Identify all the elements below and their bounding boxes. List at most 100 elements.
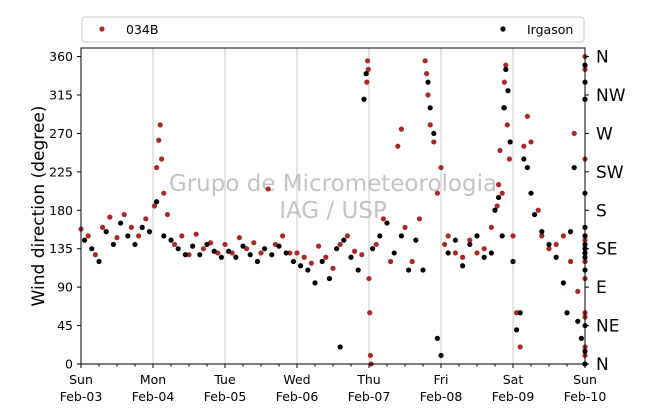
data-point [280,233,286,239]
compass-label: W [596,124,613,144]
data-point [528,190,534,196]
legend: 034B Irgason [81,16,585,43]
data-point [193,231,199,237]
data-point [497,147,503,154]
data-point [395,143,401,149]
data-point [398,233,404,239]
data-point [467,237,473,243]
data-point [560,280,567,286]
data-point [481,254,487,260]
data-point [416,216,422,222]
data-point [528,139,534,145]
data-point [370,246,376,252]
data-point [186,252,192,258]
data-point [384,220,390,226]
data-point [499,190,505,196]
x-tick-date-label: Feb-05 [204,389,247,404]
data-point [434,335,440,341]
data-point [305,267,311,273]
data-point [488,224,494,230]
x-tick-day-label: Thu [356,372,380,387]
data-points [78,53,588,367]
data-point [258,250,264,256]
data-point [427,105,433,111]
data-point [514,327,520,333]
compass-axis: N NE E SE S SW W NW N [585,48,626,375]
data-point [506,156,512,162]
data-point [132,241,138,248]
data-point [524,164,531,171]
data-point [413,237,419,243]
data-point [182,252,188,258]
data-point [103,229,109,235]
data-point [262,246,268,252]
data-point [501,105,507,111]
x-tick-day-label: Wed [283,372,310,387]
y-axis: 0 45 90 135 180 225 270 315 360 [49,49,81,372]
data-point [431,130,437,137]
data-point [168,237,174,243]
data-point [445,250,451,256]
data-point [244,246,250,252]
data-point [438,352,444,359]
data-point [364,79,370,85]
data-point [269,252,275,258]
data-point [427,122,433,128]
data-point [161,190,167,196]
compass-label: NW [596,86,626,106]
data-point [406,267,412,273]
data-point [431,139,437,145]
vertical-gridlines [152,48,514,364]
data-point [539,233,545,239]
data-point [467,241,473,248]
y-tick-label: 135 [49,241,73,256]
data-point [312,280,318,286]
data-point [308,260,314,266]
data-point [143,216,149,222]
data-point [118,220,124,226]
data-point [460,263,466,269]
y-tick-label: 270 [49,126,73,141]
data-point [254,258,260,265]
x-axis: Sun Feb-03 Mon Feb-04 Tue Feb-05 Wed Feb-06 Thu F… [60,364,606,404]
data-point [425,92,431,98]
data-point [156,137,162,143]
data-point [359,252,365,258]
data-point [578,335,585,341]
data-point [154,199,160,205]
data-point [352,248,358,254]
data-point [290,258,296,265]
data-point [200,246,206,252]
compass-label: S [596,201,607,221]
data-point [445,233,451,239]
data-point [265,186,271,192]
data-point [128,224,134,230]
data-point [425,79,431,85]
data-point [172,241,178,248]
data-point [367,310,373,316]
data-point [488,250,494,256]
data-point [398,126,404,132]
data-point [247,252,253,258]
data-point [575,288,581,295]
data-point [521,156,527,162]
data-point [110,241,116,248]
data-point [553,254,559,260]
data-point [334,246,340,252]
data-point [560,233,567,239]
compass-label: N [596,355,609,375]
data-point [107,214,113,220]
data-point [514,310,520,316]
data-point [474,233,480,239]
data-point [96,258,102,265]
data-point [151,203,158,209]
data-point [524,113,531,119]
data-point [236,235,242,241]
data-point [571,164,577,171]
data-point [434,190,440,196]
data-point [501,79,507,85]
data-point [409,258,415,265]
data-point [503,62,509,68]
data-point [507,139,513,145]
data-point [532,211,538,218]
